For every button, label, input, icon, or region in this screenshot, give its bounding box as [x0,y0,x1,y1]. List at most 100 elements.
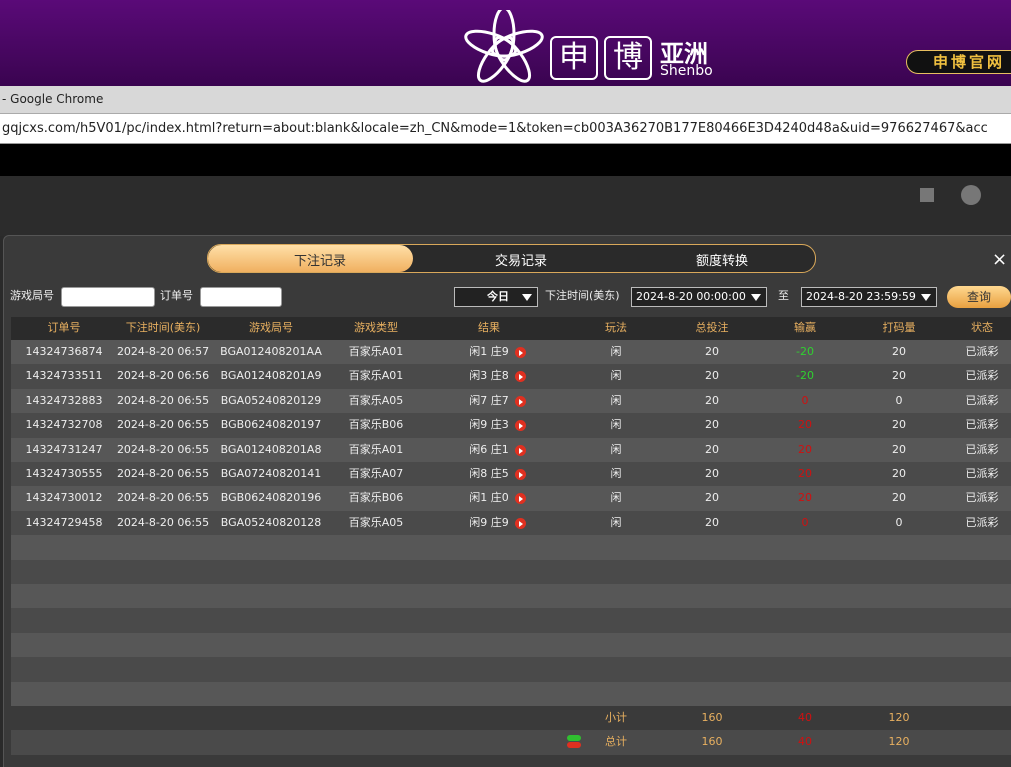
play-triangle [519,374,523,381]
address-bar[interactable]: gqjcxs.com/h5V01/pc/index.html?return=ab… [0,114,1011,144]
cell: 2024-8-20 06:55 [116,442,210,456]
cell: 0 [895,515,903,529]
table-row: 14324733511 2024-8-20 06:56 BGA012408201A9… [11,364,1011,389]
cell: 闲 [610,393,622,407]
tab[interactable]: 额度转换 [696,254,749,269]
close-button[interactable]: × [992,249,1008,270]
cell: 20 [892,345,906,358]
summary-bet: 160 [701,735,723,749]
replay-icon[interactable] [515,493,526,505]
replay-icon[interactable] [515,420,526,432]
cell: 闲 [610,491,622,505]
cell: 百家乐B06 [348,491,404,505]
search-button[interactable]: 查询 [947,286,1011,308]
cell: 已派彩 [965,345,999,358]
table-row [11,559,1011,584]
order-input[interactable] [200,287,282,307]
replay-icon[interactable] [515,371,526,383]
cell: 闲 [610,515,622,529]
cell: 20 [892,491,906,505]
cell: 闲9 庄9 [469,515,509,529]
url: gqjcxs.com/h5V01/pc/index.html?return=ab… [2,121,988,136]
cell: BGB06240820197 [220,418,322,432]
official-site-link[interactable]: 申博官网 [906,50,1011,74]
column-header: 玩法 [605,321,627,334]
cell: 已派彩 [965,418,999,432]
summary-label: 总计 [605,735,627,749]
cell: 2024-8-20 06:55 [116,467,210,480]
cell: 0 [895,393,903,407]
cell: 20 [705,467,719,480]
win-loss: 20 [798,442,812,456]
cell: 14324733511 [25,369,103,383]
cell: 20 [705,418,719,432]
column-header: 下注时间(美东) [125,321,201,334]
window-title: - Google Chrome [2,92,104,106]
cell: 14324732708 [25,418,103,432]
tab-bar [207,244,816,273]
replay-icon[interactable] [515,517,526,529]
filter-label: 至 [778,289,789,302]
help-icon[interactable] [961,185,981,205]
win-loss: 20 [798,491,812,505]
cell: 2024-8-20 06:55 [116,418,210,432]
cell: 闲1 庄0 [469,491,509,505]
cell: 20 [705,442,719,456]
records-modal: 下注记录 交易记录 额度转换 × 游戏局号 订单号 今日 下注时间(美东) 20… [3,235,1011,767]
cell: 14324731247 [25,442,103,456]
cell: 闲1 庄9 [469,345,509,358]
refresh-icon-part [567,742,581,749]
cell: 已派彩 [965,369,999,383]
replay-icon[interactable] [515,469,526,480]
site-header: 申 博 亚洲 Shenbo 申博官网 [0,0,1011,86]
cell: 14324732883 [25,393,103,407]
cell: 20 [705,345,719,358]
column-header: 订单号 [47,321,81,334]
total-row: 总计 160 40 120 [11,730,1011,755]
summary-bet: 160 [701,711,723,724]
summary-win-loss: 40 [798,711,812,724]
tab[interactable]: 下注记录 [294,254,347,269]
subtotal-row: 小计 160 40 120 [11,706,1011,731]
round-input[interactable] [61,287,155,307]
cell: 14324729458 [25,515,103,529]
replay-icon[interactable] [515,347,526,358]
table-row [11,535,1011,560]
table-row: 14324732883 2024-8-20 06:55 BGA05240820129… [11,388,1011,414]
cell: BGB06240820196 [220,491,322,505]
win-loss: 20 [798,418,812,432]
play-triangle [519,447,523,454]
header-row: 订单号 下注时间(美东) 游戏局号 游戏类型 结果 玩法 总投注 输赢 打码量 状态 [11,317,1011,340]
refresh-icon[interactable] [567,735,581,742]
filter-label: 订单号 [160,289,193,302]
summary-win-loss: 40 [798,735,812,749]
cell: 2024-8-20 06:56 [116,369,210,383]
sound-icon[interactable] [920,188,934,202]
replay-icon[interactable] [515,395,526,407]
table-row: 14324736874 2024-8-20 06:57 BGA012408201AA… [11,340,1011,365]
cell: 闲9 庄3 [469,418,509,432]
end-select[interactable]: 2024-8-20 23:59:59 [801,287,937,307]
cell: 14324730012 [25,491,103,505]
app-bar [0,176,1011,236]
filter-label: 游戏局号 [10,289,54,302]
cell: BGA012408201A9 [220,369,322,383]
cell: 20 [892,467,906,480]
column-header: 输赢 [794,321,816,334]
table-row [11,657,1011,682]
start-select[interactable]: 2024-8-20 00:00:00 [631,287,767,307]
cell: 已派彩 [965,491,999,505]
logo-flower [464,10,544,83]
table-row [11,681,1011,706]
cell: 闲3 庄8 [469,369,509,383]
tab[interactable]: 交易记录 [495,254,548,269]
cell: 百家乐A05 [348,515,404,529]
logo-char: 申 [550,36,598,80]
range-select[interactable]: 今日 [454,287,538,307]
cell: 2024-8-20 06:57 [116,345,210,358]
win-loss: -20 [796,369,814,383]
column-header: 打码量 [882,321,916,334]
cell: 已派彩 [965,467,999,480]
replay-icon[interactable] [515,444,526,456]
cell: 14324730555 [25,467,103,480]
